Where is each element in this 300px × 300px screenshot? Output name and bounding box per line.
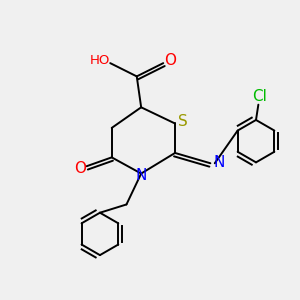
Text: N: N [136,167,147,182]
Text: O: O [164,53,176,68]
Text: Cl: Cl [252,89,267,104]
Text: N: N [214,155,225,170]
Text: S: S [178,114,188,129]
Text: HO: HO [90,54,110,67]
Text: O: O [74,161,86,176]
